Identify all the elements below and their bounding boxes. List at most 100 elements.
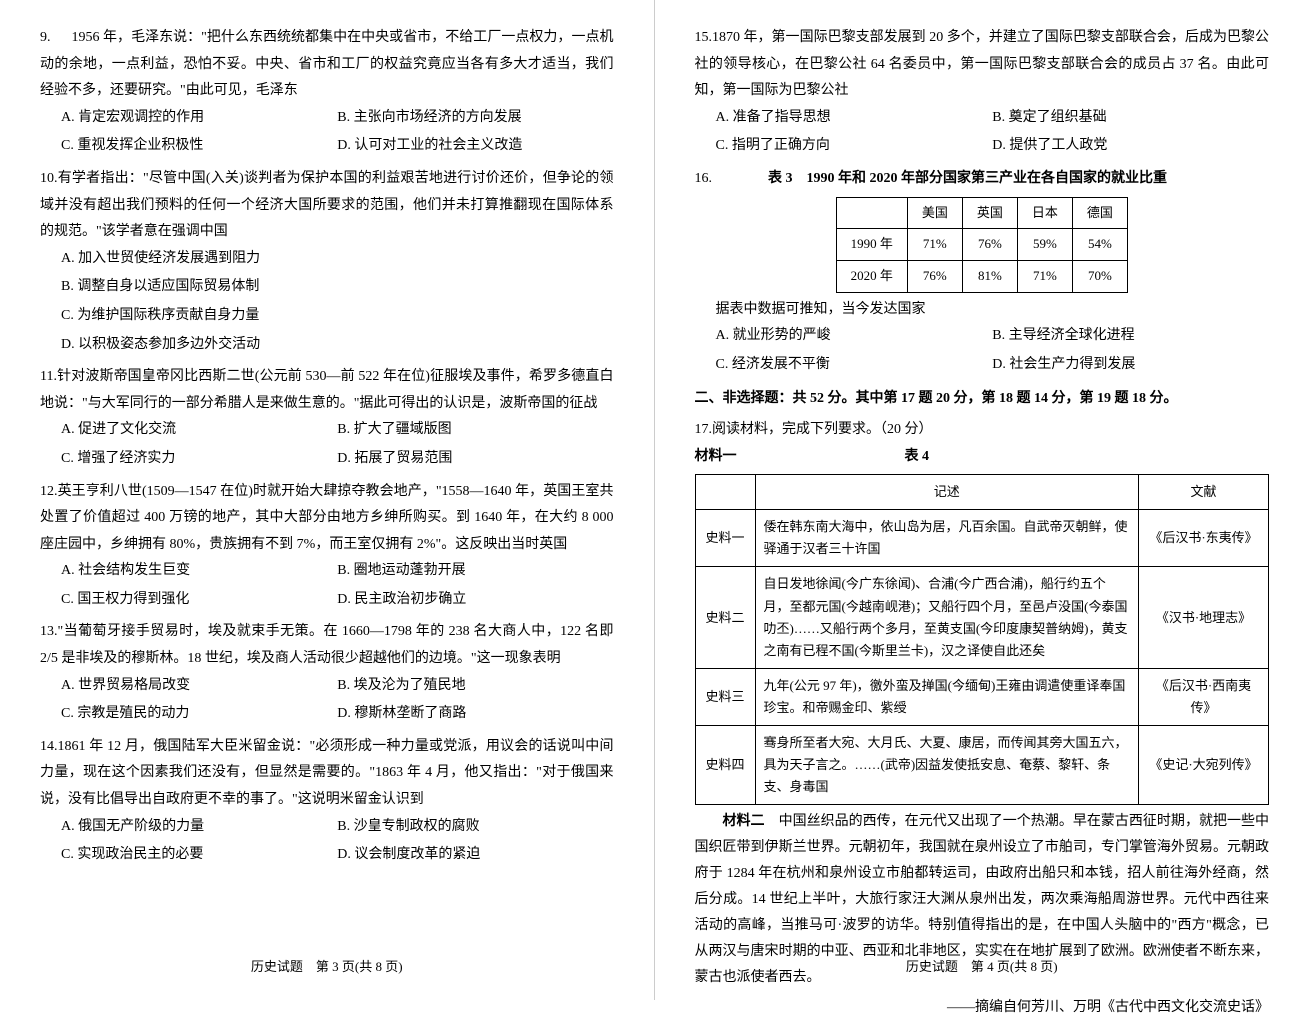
q9-opt-d: D. 认可对工业的社会主义改造 <box>337 133 613 160</box>
q11-options: A. 促进了文化交流 B. 扩大了疆域版图 C. 增强了经济实力 D. 拓展了贸… <box>40 417 614 472</box>
q17-num: 17. <box>695 422 713 437</box>
t3r1c1: 76% <box>907 260 962 292</box>
q13-text: "当葡萄牙接手贸易时，埃及就束手无策。在 1660—1798 年的 238 名大… <box>40 624 614 666</box>
table-3-row-2020: 2020 年 76% 81% 71% 70% <box>836 260 1127 292</box>
q14-text: 1861 年 12 月，俄国陆军大臣米留金说："必须形成一种力量或党派，用议会的… <box>40 739 614 807</box>
q15-num: 15. <box>695 30 713 45</box>
question-15: 15.1870 年，第一国际巴黎支部发展到 20 多个，并建立了国际巴黎支部联合… <box>695 25 1270 160</box>
q16-options: A. 就业形势的严峻 B. 主导经济全球化进程 C. 经济发展不平衡 D. 社会… <box>695 323 1270 378</box>
q9-opt-a: A. 肯定宏观调控的作用 <box>61 105 337 132</box>
q14-num: 14. <box>40 739 58 754</box>
q11-opt-b: B. 扩大了疆域版图 <box>337 417 613 444</box>
q9-opt-b: B. 主张向市场经济的方向发展 <box>337 105 613 132</box>
t4r2c1: 九年(公元 97 年)，徼外蛮及掸国(今缅甸)王雍由调遣使重译奉国珍宝。和帝赐金… <box>755 668 1139 725</box>
t3r1c0: 2020 年 <box>836 260 907 292</box>
q10-opt-b: B. 调整自身以适应国际贸易体制 <box>61 274 614 301</box>
q16-header: 16. 表 3 1990 年和 2020 年部分国家第三产业在各自国家的就业比重 <box>695 166 1270 193</box>
table-3-h0 <box>836 197 907 229</box>
t3r0c1: 71% <box>907 229 962 261</box>
q14-stem: 14.1861 年 12 月，俄国陆军大臣米留金说："必须形成一种力量或党派，用… <box>40 734 614 814</box>
q10-text: 有学者指出："尽管中国(入关)谈判者为保护本国的利益艰苦地进行讨价还价，但争论的… <box>40 171 614 239</box>
material-2-source: ——摘编自何芳川、万明《古代中西文化交流史话》 <box>695 995 1270 1021</box>
question-14: 14.1861 年 12 月，俄国陆军大臣米留金说："必须形成一种力量或党派，用… <box>40 734 614 869</box>
t4r1c2: 《汉书·地理志》 <box>1139 567 1269 668</box>
q9-num: 9. <box>40 30 51 45</box>
q13-options: A. 世界贸易格局改变 B. 埃及沦为了殖民地 C. 宗教是殖民的动力 D. 穆… <box>40 673 614 728</box>
table-3-h3: 日本 <box>1017 197 1072 229</box>
q14-opt-b: B. 沙皇专制政权的腐败 <box>337 814 613 841</box>
question-12: 12.英王亨利八世(1509—1547 在位)时就开始大肆掠夺教会地产，"155… <box>40 479 614 614</box>
question-11: 11.针对波斯帝国皇帝冈比西斯二世(公元前 530—前 522 年在位)征服埃及… <box>40 364 614 472</box>
t4r0c0: 史料一 <box>695 510 755 567</box>
t3r1c3: 71% <box>1017 260 1072 292</box>
q11-opt-d: D. 拓展了贸易范围 <box>337 446 613 473</box>
q15-stem: 15.1870 年，第一国际巴黎支部发展到 20 多个，并建立了国际巴黎支部联合… <box>695 25 1270 105</box>
table-4: 记述 文献 史料一 倭在韩东南大海中，依山岛为居，凡百余国。自武帝灭朝鲜，使驿通… <box>695 474 1270 805</box>
q11-opt-c: C. 增强了经济实力 <box>61 446 337 473</box>
q13-num: 13. <box>40 624 58 639</box>
q12-num: 12. <box>40 484 58 499</box>
table-4-header-row: 记述 文献 <box>695 475 1269 510</box>
q12-opt-a: A. 社会结构发生巨变 <box>61 558 337 585</box>
q12-text: 英王亨利八世(1509—1547 在位)时就开始大肆掠夺教会地产，"1558—1… <box>40 484 614 552</box>
table-3-h2: 英国 <box>962 197 1017 229</box>
q10-stem: 10.有学者指出："尽管中国(入关)谈判者为保护本国的利益艰苦地进行讨价还价，但… <box>40 166 614 246</box>
q15-opt-c: C. 指明了正确方向 <box>716 133 993 160</box>
q15-opt-d: D. 提供了工人政党 <box>992 133 1269 160</box>
table-4-row-2: 史料二 自日发地徐闻(今广东徐闻)、合浦(今广西合浦)，船行约五个月，至都元国(… <box>695 567 1269 668</box>
table-3-row-1990: 1990 年 71% 76% 59% 54% <box>836 229 1127 261</box>
q12-options: A. 社会结构发生巨变 B. 圈地运动蓬勃开展 C. 国王权力得到强化 D. 民… <box>40 558 614 613</box>
q16-num: 16. <box>695 171 713 186</box>
t4r2c2: 《后汉书·西南夷传》 <box>1139 668 1269 725</box>
q10-num: 10. <box>40 171 58 186</box>
q9-options: A. 肯定宏观调控的作用 B. 主张向市场经济的方向发展 C. 重视发挥企业积极… <box>40 105 614 160</box>
table-3-header-row: 美国 英国 日本 德国 <box>836 197 1127 229</box>
material-2-label: 材料二 <box>723 814 765 829</box>
q16-opt-b: B. 主导经济全球化进程 <box>992 323 1269 350</box>
q10-opt-c: C. 为维护国际秩序贡献自身力量 <box>61 303 614 330</box>
t4h0 <box>695 475 755 510</box>
t4r3c1: 骞身所至者大宛、大月氏、大夏、康居，而传闻其旁大国五六，具为天子言之。……(武帝… <box>755 726 1139 805</box>
table-4-title: 表 4 <box>905 449 930 464</box>
q15-text: 1870 年，第一国际巴黎支部发展到 20 多个，并建立了国际巴黎支部联合会，后… <box>695 30 1270 98</box>
q16-table-title: 表 3 1990 年和 2020 年部分国家第三产业在各自国家的就业比重 <box>768 171 1167 186</box>
q11-num: 11. <box>40 369 57 384</box>
question-17: 17.阅读材料，完成下列要求。（20 分） 材料一 表 4 记述 文献 史料一 … <box>695 417 1270 1021</box>
q12-opt-c: C. 国王权力得到强化 <box>61 587 337 614</box>
page-3: 9.1956 年，毛泽东说："把什么东西统统都集中在中央或省市，不给工厂一点权力… <box>0 0 655 1000</box>
q9-text: 1956 年，毛泽东说："把什么东西统统都集中在中央或省市，不给工厂一点权力，一… <box>40 30 614 98</box>
q10-opt-a: A. 加入世贸使经济发展遇到阻力 <box>61 246 614 273</box>
q14-opt-d: D. 议会制度改革的紧迫 <box>337 842 613 869</box>
q16-after: 据表中数据可推知，当今发达国家 <box>695 297 1270 324</box>
t4r0c2: 《后汉书·东夷传》 <box>1139 510 1269 567</box>
question-10: 10.有学者指出："尽管中国(入关)谈判者为保护本国的利益艰苦地进行讨价还价，但… <box>40 166 614 358</box>
section-2-header: 二、非选择题：共 52 分。其中第 17 题 20 分，第 18 题 14 分，… <box>695 386 1270 413</box>
q15-options: A. 准备了指导思想 B. 奠定了组织基础 C. 指明了正确方向 D. 提供了工… <box>695 105 1270 160</box>
t3r0c4: 54% <box>1072 229 1127 261</box>
q13-opt-a: A. 世界贸易格局改变 <box>61 673 337 700</box>
q14-opt-a: A. 俄国无产阶级的力量 <box>61 814 337 841</box>
material-1-label: 材料一 <box>695 449 737 464</box>
t4r0c1: 倭在韩东南大海中，依山岛为居，凡百余国。自武帝灭朝鲜，使驿通于汉者三十许国 <box>755 510 1139 567</box>
footer-page-4: 历史试题 第 4 页(共 8 页) <box>695 955 1270 980</box>
t4h1: 记述 <box>755 475 1139 510</box>
question-9: 9.1956 年，毛泽东说："把什么东西统统都集中在中央或省市，不给工厂一点权力… <box>40 25 614 160</box>
q12-opt-b: B. 圈地运动蓬勃开展 <box>337 558 613 585</box>
t3r0c2: 76% <box>962 229 1017 261</box>
t4r3c2: 《史记·大宛列传》 <box>1139 726 1269 805</box>
table-4-row-4: 史料四 骞身所至者大宛、大月氏、大夏、康居，而传闻其旁大国五六，具为天子言之。…… <box>695 726 1269 805</box>
q11-opt-a: A. 促进了文化交流 <box>61 417 337 444</box>
t3r0c3: 59% <box>1017 229 1072 261</box>
t4h2: 文献 <box>1139 475 1269 510</box>
q15-opt-b: B. 奠定了组织基础 <box>992 105 1269 132</box>
q16-opt-a: A. 就业形势的严峻 <box>716 323 993 350</box>
q10-opt-d: D. 以积极姿态参加多边外交活动 <box>61 332 614 359</box>
t4r3c0: 史料四 <box>695 726 755 805</box>
question-16: 16. 表 3 1990 年和 2020 年部分国家第三产业在各自国家的就业比重… <box>695 166 1270 378</box>
page-4: 15.1870 年，第一国际巴黎支部发展到 20 多个，并建立了国际巴黎支部联合… <box>655 0 1309 1000</box>
table-3: 美国 英国 日本 德国 1990 年 71% 76% 59% 54% 2020 … <box>836 197 1128 293</box>
q16-opt-d: D. 社会生产力得到发展 <box>992 352 1269 379</box>
q15-opt-a: A. 准备了指导思想 <box>716 105 993 132</box>
q11-text: 针对波斯帝国皇帝冈比西斯二世(公元前 530—前 522 年在位)征服埃及事件，… <box>40 369 614 411</box>
question-13: 13."当葡萄牙接手贸易时，埃及就束手无策。在 1660—1798 年的 238… <box>40 619 614 727</box>
